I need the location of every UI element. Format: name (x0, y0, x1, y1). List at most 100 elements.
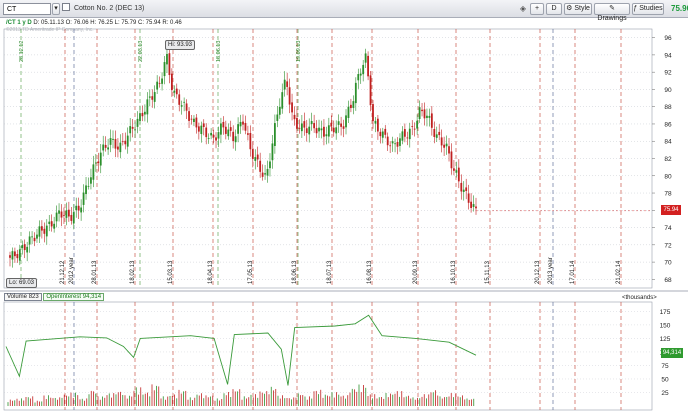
candle-body (313, 123, 316, 129)
candle-body (63, 215, 65, 216)
candle-body (141, 112, 144, 117)
candle-body (300, 123, 303, 132)
candle-body (242, 121, 244, 125)
candle-body (327, 125, 330, 137)
candle-body (99, 152, 102, 166)
volume-axis-label: 125 (660, 336, 671, 343)
candle-body (48, 221, 51, 225)
candle-body (359, 73, 362, 76)
candle-body (273, 123, 276, 146)
candle-body (315, 128, 318, 134)
candle-body (193, 118, 195, 123)
volume-panel-header: Volume 823 OpenInterest 94,314 (4, 293, 105, 302)
symbol-input[interactable] (3, 3, 51, 15)
candle-body (185, 103, 188, 111)
candle-body (428, 115, 431, 118)
candle-body (163, 62, 166, 77)
candle-body (229, 127, 232, 131)
candle-body (443, 144, 446, 148)
candle-body (332, 127, 335, 133)
zoom-in-button[interactable]: + (530, 3, 544, 15)
date-label: 20.12.13 (535, 260, 541, 284)
style-button[interactable]: ⚙ Style (564, 3, 592, 15)
price-axis-label: 68 (664, 277, 672, 284)
candle-body (212, 134, 215, 138)
candle-body (80, 207, 83, 213)
candle-body (350, 104, 352, 109)
candle-body (156, 81, 159, 90)
interval-button[interactable]: D (546, 3, 562, 15)
price-axis-label: 86 (664, 121, 672, 128)
info-low: L: 75.79 (114, 20, 137, 26)
price-axis-label: 72 (664, 242, 672, 249)
candle-body (200, 125, 203, 135)
candle-body (288, 87, 291, 105)
volume-label: Volume (7, 294, 28, 300)
candle-body (389, 145, 392, 147)
drawings-button[interactable]: ✎ Drawings (594, 3, 630, 22)
link-checkbox-icon[interactable] (62, 3, 70, 11)
studies-button[interactable]: ƒ Studies (632, 3, 664, 15)
volume-study-label[interactable]: Volume 823 (4, 293, 42, 301)
candle-body (77, 205, 80, 211)
candle-body (266, 168, 269, 176)
candle-body (65, 210, 68, 218)
expiry-label: 18.06.13 (216, 41, 222, 62)
candle-body (197, 126, 200, 132)
studies-icon: ƒ (633, 5, 638, 12)
candle-body (97, 161, 100, 164)
candle-body (102, 144, 105, 151)
candle-body (38, 226, 41, 237)
candle-body (340, 123, 343, 127)
candle-body (161, 78, 163, 84)
candle-body (310, 121, 313, 125)
candle-body (369, 75, 372, 106)
candle-body (158, 82, 161, 84)
candle-body (381, 131, 384, 138)
candle-body (448, 146, 450, 154)
candle-body (470, 201, 472, 208)
candle-body (305, 128, 308, 133)
candle-body (50, 221, 53, 227)
candle-body (418, 107, 421, 120)
candle-body (408, 128, 411, 140)
candle-body (227, 129, 230, 137)
candle-body (269, 161, 271, 169)
candle-body (153, 92, 156, 102)
expiry-label: 28.12.12 (19, 41, 25, 62)
candle-body (337, 121, 340, 125)
series-label[interactable]: /CT 1 y D (6, 20, 32, 26)
candle-body (465, 187, 468, 192)
candle-body (394, 143, 396, 145)
candle-body (330, 122, 333, 127)
candle-body (384, 128, 387, 135)
candle-body (92, 164, 95, 180)
oi-study-label[interactable]: OpenInterest 94,314 (43, 293, 105, 301)
candle-body (264, 173, 266, 175)
style-label: Style (574, 5, 590, 12)
candle-body (303, 121, 306, 128)
date-label: 16.08.13 (367, 260, 373, 284)
info-high: H: 76.25 (90, 20, 113, 26)
candle-body (117, 146, 119, 150)
candle-body (376, 118, 379, 132)
candle-body (112, 138, 114, 140)
candle-body (239, 121, 242, 127)
alert-icon[interactable]: ◈ (519, 4, 527, 13)
copyright-watermark: ©2013 TD Ameritrade IP Company, Inc. (6, 27, 94, 33)
candle-body (85, 185, 87, 195)
date-label: 21.12.12 (60, 260, 66, 284)
candle-body (210, 132, 213, 136)
candle-body (467, 193, 470, 203)
candle-body (426, 115, 428, 118)
candle-body (195, 117, 198, 128)
open-interest-tag: 94,314 (661, 348, 683, 358)
symbol-dropdown-icon[interactable]: ▾ (52, 3, 60, 15)
candle-body (406, 137, 409, 139)
candle-body (293, 114, 296, 120)
candle-body (18, 249, 21, 261)
candle-body (11, 251, 14, 260)
candle-body (217, 132, 220, 139)
candle-body (325, 134, 328, 137)
